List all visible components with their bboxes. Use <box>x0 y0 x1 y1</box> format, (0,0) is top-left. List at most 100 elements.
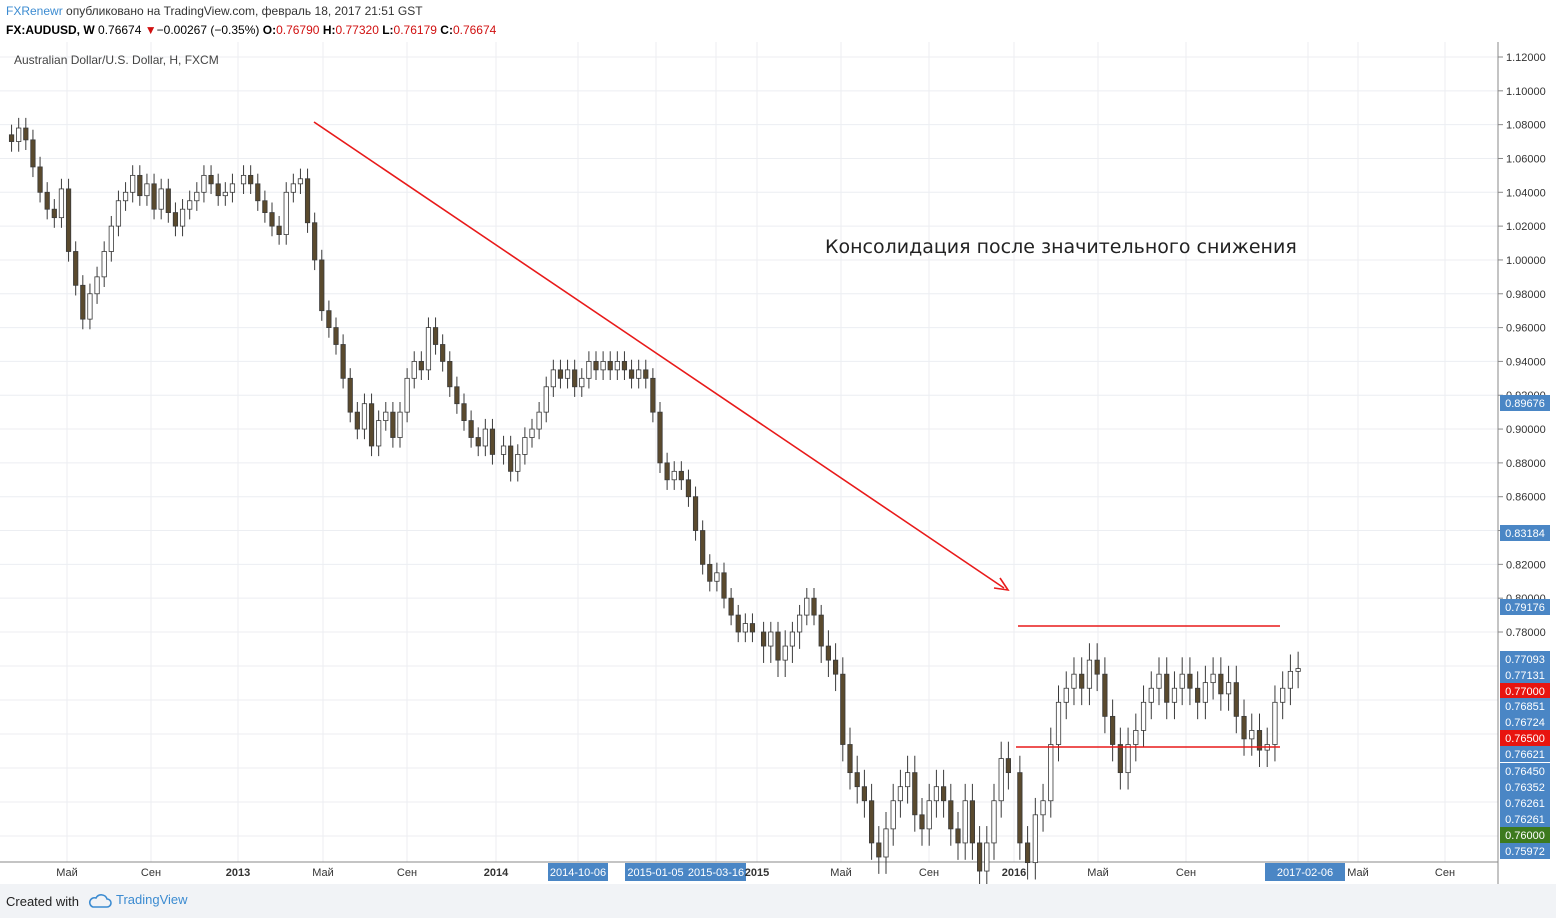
candle-body <box>1280 687 1286 703</box>
high-value: 0.77320 <box>335 23 379 37</box>
candle-body <box>735 614 741 633</box>
y-tick-label: 0.98000 <box>1506 289 1546 301</box>
candle-body <box>390 411 396 438</box>
candlestick-chart[interactable]: Australian Dollar/U.S. Dollar, H, FXCM 1… <box>0 42 1556 888</box>
candle-body <box>1071 673 1077 689</box>
candle-body <box>948 800 954 830</box>
price-label-bg <box>1500 651 1550 667</box>
candle-body <box>1040 800 1046 816</box>
price-label-bg <box>1500 763 1550 779</box>
candle-body <box>1110 715 1116 745</box>
price-label: 0.77093 <box>1505 654 1545 666</box>
candle-body <box>255 183 261 202</box>
candle-body <box>411 361 417 379</box>
y-tick-label: 0.88000 <box>1506 458 1546 470</box>
close-label: C: <box>440 23 453 37</box>
candle-body <box>194 191 200 202</box>
price-label: 0.76000 <box>1505 830 1545 842</box>
candle-body <box>1063 687 1069 703</box>
price-label-bg <box>1500 730 1550 746</box>
tradingview-brand: TradingView <box>116 892 188 907</box>
candle-body <box>833 659 839 675</box>
candle-body <box>1133 730 1139 745</box>
candle-body <box>508 445 514 472</box>
candle-body <box>304 178 311 224</box>
author-link[interactable]: FXRenewr <box>6 4 63 18</box>
x-tick-label: 2013 <box>226 867 250 879</box>
candle-body <box>297 178 304 185</box>
price-label: 0.76261 <box>1505 798 1545 810</box>
x-tick-label: Май <box>1087 867 1109 879</box>
candle-body <box>912 772 918 816</box>
candle-body <box>30 139 36 168</box>
candle-body <box>607 361 613 371</box>
candle-body <box>165 188 171 213</box>
x-tick-label: 2015-03-16 <box>688 867 744 879</box>
y-tick-label: 1.00000 <box>1506 255 1546 267</box>
candle-body <box>201 174 207 193</box>
published-text: опубликовано на TradingView.com, февраль… <box>66 4 423 18</box>
x-tick-label: Май <box>1347 867 1369 879</box>
candle-body <box>73 251 79 286</box>
candle-body <box>897 786 904 802</box>
candle-body <box>1032 814 1038 864</box>
candle-body <box>1225 682 1232 695</box>
price-label: 0.76352 <box>1505 782 1545 794</box>
candle-body <box>354 411 360 430</box>
price-labels: 0.89676 0.83184 0.79176 0.77093 0.77131 0.770… <box>1500 395 1550 859</box>
candle-body <box>818 614 824 647</box>
candle-body <box>782 645 788 661</box>
down-arrow-icon: ▼ <box>144 23 157 37</box>
x-tick-label: 2014 <box>484 867 509 879</box>
candle-body <box>432 327 439 345</box>
candle-body <box>475 437 481 447</box>
x-tick-label: 2016 <box>1002 867 1026 879</box>
price-label: 0.76450 <box>1505 766 1545 778</box>
price-label: 0.76851 <box>1505 701 1545 713</box>
candle-body <box>854 772 860 788</box>
candle-body <box>1187 673 1193 689</box>
open-label: O: <box>262 23 277 37</box>
candle-body <box>664 462 670 481</box>
candle-body <box>482 428 488 447</box>
x-tick-label: 2017-02-06 <box>1277 867 1333 879</box>
candle-body <box>1256 730 1263 751</box>
tradingview-link[interactable]: TradingView <box>88 892 188 908</box>
candle-body <box>1140 701 1147 731</box>
candle-body <box>276 225 282 235</box>
candle-body <box>404 377 410 413</box>
x-tick-label: 2015-01-05 <box>627 867 683 879</box>
candle-body <box>628 369 635 379</box>
candle-body <box>1233 682 1239 717</box>
candles <box>8 117 1301 888</box>
chart-area[interactable]: Australian Dollar/U.S. Dollar, H, FXCM 1… <box>0 42 1556 888</box>
candle-body <box>1164 673 1170 703</box>
candle-body <box>728 597 734 616</box>
candle-body <box>461 403 467 422</box>
candle-body <box>1148 687 1154 703</box>
grid <box>0 42 1498 862</box>
candle-body <box>700 530 706 565</box>
candle-body <box>984 842 990 872</box>
footer: Created with TradingView <box>0 884 1556 918</box>
candle-body <box>564 369 571 379</box>
annotation-text: Консолидация после значительного снижени… <box>825 236 1297 258</box>
candle-body <box>222 191 228 197</box>
candle-body <box>1156 673 1162 689</box>
candle-body <box>312 222 318 261</box>
y-tick-label: 0.96000 <box>1506 323 1546 335</box>
candle-body <box>151 183 157 210</box>
candle-body <box>1125 744 1131 774</box>
candle-body <box>229 183 236 193</box>
candle-body <box>1079 673 1085 689</box>
candle-body <box>101 251 107 278</box>
price-label-bg <box>1500 698 1550 714</box>
candle-body <box>840 673 846 745</box>
price-label: 0.77131 <box>1505 670 1545 682</box>
y-tick-label: 0.82000 <box>1506 559 1546 571</box>
candle-body <box>1094 659 1100 675</box>
x-tick-label: Май <box>830 867 852 879</box>
candle-body <box>749 623 756 633</box>
candle-body <box>883 828 889 858</box>
candle-body <box>454 386 460 405</box>
